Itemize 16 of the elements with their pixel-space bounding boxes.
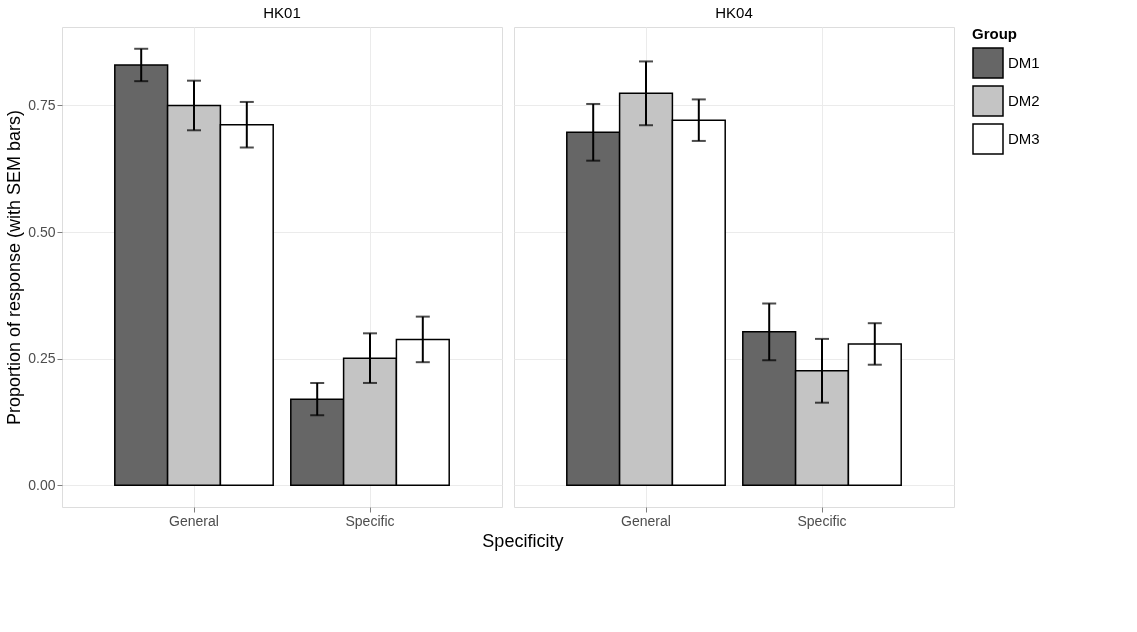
x-tick-label: General bbox=[169, 512, 219, 529]
y-tick-label: 0.75 bbox=[28, 96, 56, 113]
legend-title: Group bbox=[972, 25, 1017, 42]
y-axis-title: Proportion of response (with SEM bars) bbox=[4, 109, 25, 426]
legend-label: DM1 bbox=[1008, 54, 1040, 71]
x-axis-title: Specificity bbox=[482, 530, 564, 551]
x-tick-label: Specific bbox=[797, 512, 847, 529]
legend-label: DM2 bbox=[1008, 92, 1040, 109]
y-tick-label: 0.00 bbox=[28, 476, 56, 493]
chart-title: HK01 bbox=[263, 4, 301, 21]
legend-label: DM3 bbox=[1008, 130, 1040, 147]
y-tick-label: 0.25 bbox=[28, 350, 56, 367]
chart-title: HK04 bbox=[715, 4, 753, 21]
x-tick-label: Specific bbox=[345, 512, 395, 529]
x-tick-label: General bbox=[621, 512, 671, 529]
y-tick-label: 0.50 bbox=[28, 223, 56, 240]
